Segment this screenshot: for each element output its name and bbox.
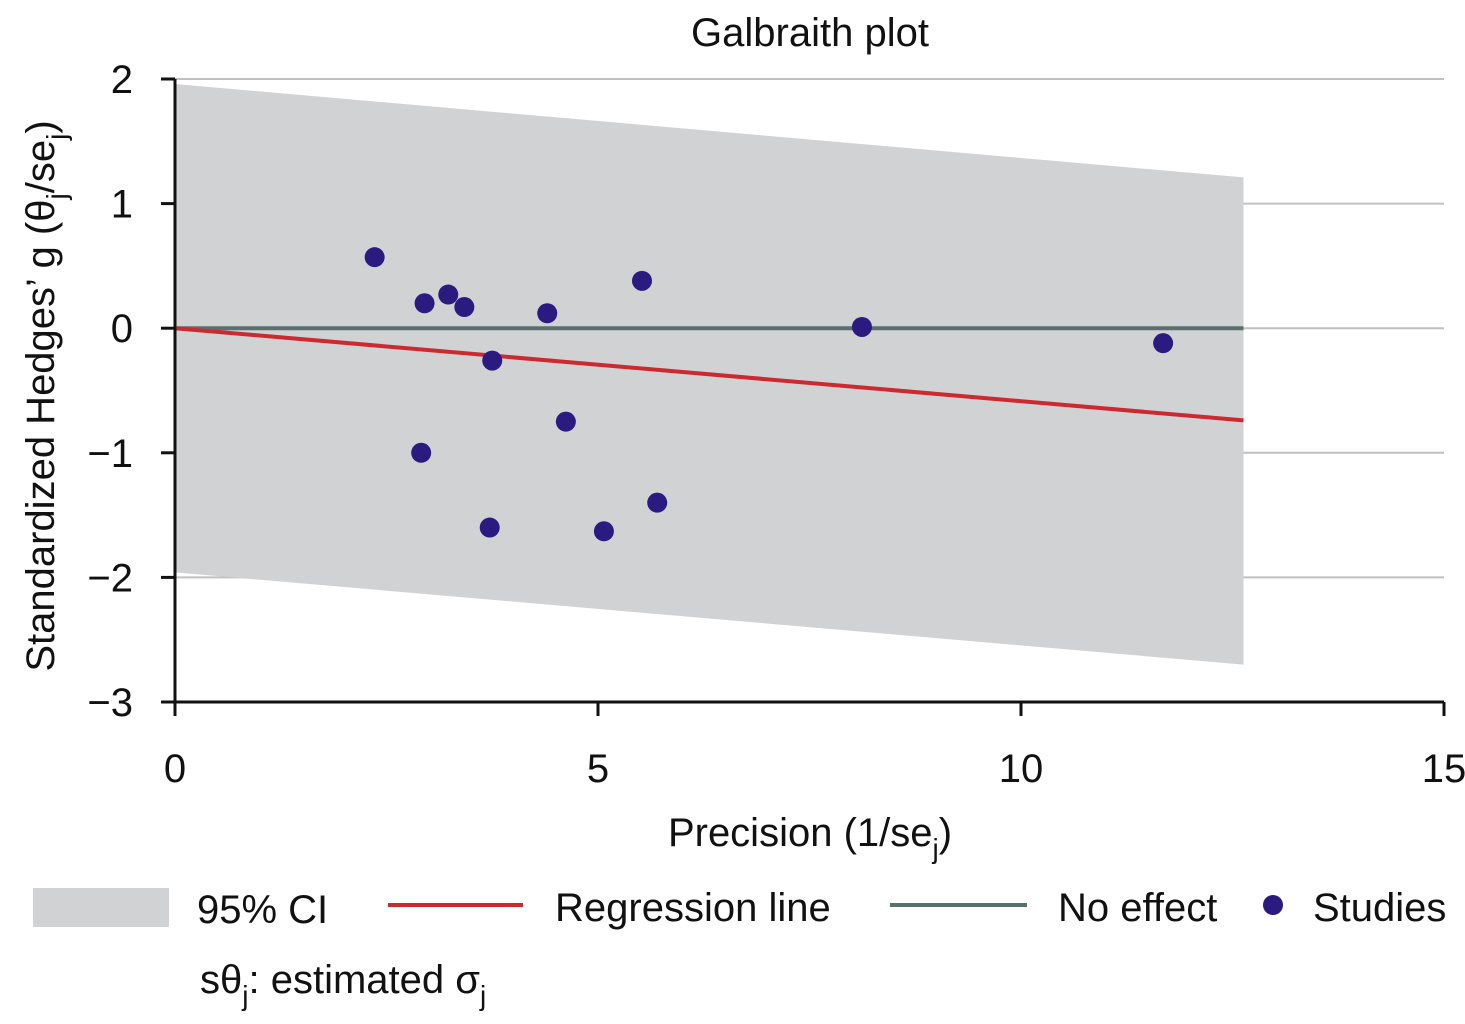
y-tick-label: −3 (87, 681, 133, 725)
chart-title: Galbraith plot (691, 11, 929, 55)
y-tick-label: 1 (111, 183, 133, 227)
study-point (454, 297, 475, 318)
axes (161, 77, 1446, 716)
study-point (631, 270, 652, 291)
study-point (479, 517, 500, 538)
study-point (647, 492, 668, 513)
legend-note: sθj: estimated σj (200, 958, 486, 1011)
legend-swatch-ci (33, 888, 169, 927)
x-tick-label: 15 (1422, 747, 1465, 791)
legend-label-regression: Regression line (555, 886, 831, 930)
legend-swatch-studies (1263, 895, 1283, 915)
study-points (364, 247, 1174, 542)
study-point (414, 293, 435, 314)
x-tick-label: 10 (999, 747, 1044, 791)
study-point (851, 316, 872, 337)
y-tick-label: −1 (87, 432, 133, 476)
study-point (482, 350, 503, 371)
y-tick-label: 2 (111, 58, 133, 102)
x-axis-label: Precision (1/sej) (668, 811, 952, 864)
y-tick-label: −2 (87, 556, 133, 600)
legend-label-no-effect: No effect (1058, 886, 1217, 930)
regression-line (174, 326, 1244, 423)
study-point (411, 442, 432, 463)
y-axis-label: Standardized Hedges’ g (θj/sej) (19, 120, 72, 671)
study-point (555, 411, 576, 432)
legend-label-ci: 95% CI (197, 888, 328, 932)
legend: 95% CI Regression line No effect Studies… (33, 886, 1446, 1011)
x-tick-label: 5 (587, 747, 609, 791)
study-point (537, 303, 558, 324)
x-tick-label: 0 (164, 747, 186, 791)
legend-label-studies: Studies (1313, 886, 1446, 930)
study-point (438, 284, 459, 305)
study-point (1153, 333, 1174, 354)
study-point (593, 521, 614, 542)
y-tick-label: 0 (111, 307, 133, 351)
tick-labels: 210−1−2−30 5 10 15 (87, 58, 1465, 791)
study-point (364, 247, 385, 268)
